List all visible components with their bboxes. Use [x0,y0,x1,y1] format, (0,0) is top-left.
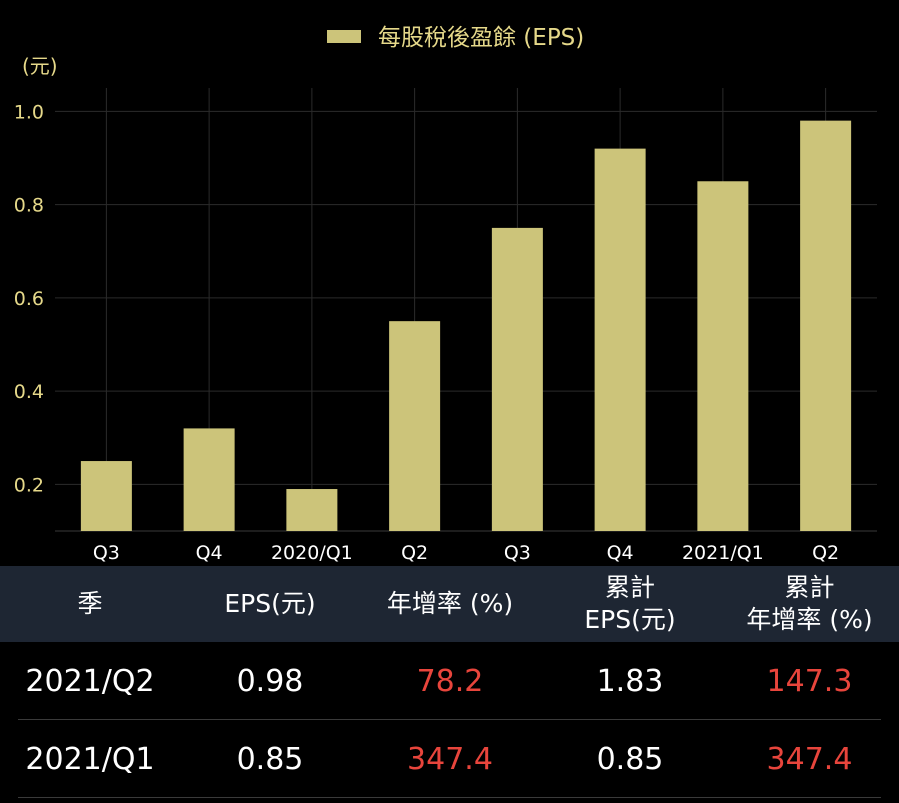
x-tick-label: Q2 [401,542,428,564]
x-tick-label: Q3 [504,542,531,564]
cell-yoy: 347.4 [407,741,493,777]
header-season: 季 [0,566,180,642]
header-cum-eps-line2: EPS(元) [584,605,676,634]
bar[interactable] [183,428,235,531]
header-cum-eps-line1: 累計 [604,573,655,602]
header-cum-yoy-line2: 年增率 (%) [746,605,873,634]
cell-cum-eps: 0.85 [596,741,664,777]
y-tick-label: 0.2 [14,474,44,496]
row-divider [18,797,881,798]
header-eps-label: EPS(元) [224,589,316,618]
cell-yoy: 78.2 [416,663,484,699]
bars [80,120,852,532]
bar[interactable] [389,321,441,531]
cell-cum-yoy: 147.3 [766,663,853,699]
table-row[interactable]: 2021/Q2 0.98 78.2 1.83 147.3 [0,642,899,720]
bar[interactable] [594,148,646,532]
bar[interactable] [697,181,749,531]
header-cum-eps: 累計 EPS(元) [540,566,720,642]
cell-season: 2021/Q1 [25,741,155,777]
cell-cum-eps: 1.83 [596,663,664,699]
y-tick-label: 0.8 [14,195,44,217]
header-eps: EPS(元) [180,566,360,642]
row-divider [18,719,881,720]
table-header: 季 EPS(元) 年增率 (%) 累計 EPS(元) 累計 年增率 (%) [0,566,899,642]
y-axis-unit: (元) [22,54,58,78]
bar[interactable] [286,489,338,531]
cell-cum-yoy: 347.4 [766,741,853,777]
bar[interactable] [491,227,543,532]
bar[interactable] [800,120,852,532]
x-tick-label: Q4 [196,542,223,564]
y-axis-ticks: 0.2 0.4 0.6 0.8 1.0 [14,101,44,496]
y-tick-label: 1.0 [14,101,44,123]
legend-swatch [327,30,361,43]
x-axis-ticks: Q3 Q4 2020/Q1 Q2 Q3 Q4 2021/Q1 Q2 [93,542,839,564]
table-row[interactable]: 2021/Q1 0.85 347.4 0.85 347.4 [0,720,899,798]
x-tick-label: Q4 [607,542,634,564]
header-cum-yoy: 累計 年增率 (%) [720,566,899,642]
header-season-label: 季 [77,589,103,618]
y-tick-label: 0.6 [14,288,44,310]
cell-season: 2021/Q2 [25,663,155,699]
grid [55,88,877,532]
x-tick-label: 2020/Q1 [271,542,353,564]
cell-eps: 0.85 [236,741,304,777]
eps-bar-chart: 每股稅後盈餘 (EPS) (元) 0.2 0.4 0.6 0.8 1.0 Q3 Q4 202… [14,25,877,564]
cell-eps: 0.98 [236,663,304,699]
header-cum-yoy-line1: 累計 [784,573,835,602]
x-tick-label: Q3 [93,542,120,564]
x-tick-label: 2021/Q1 [682,542,764,564]
header-yoy: 年增率 (%) [360,566,540,642]
bar[interactable] [80,461,132,531]
header-yoy-label: 年增率 (%) [386,589,514,618]
y-tick-label: 0.4 [14,381,44,403]
x-tick-label: Q2 [812,542,839,564]
legend-label: 每股稅後盈餘 (EPS) [378,25,584,51]
